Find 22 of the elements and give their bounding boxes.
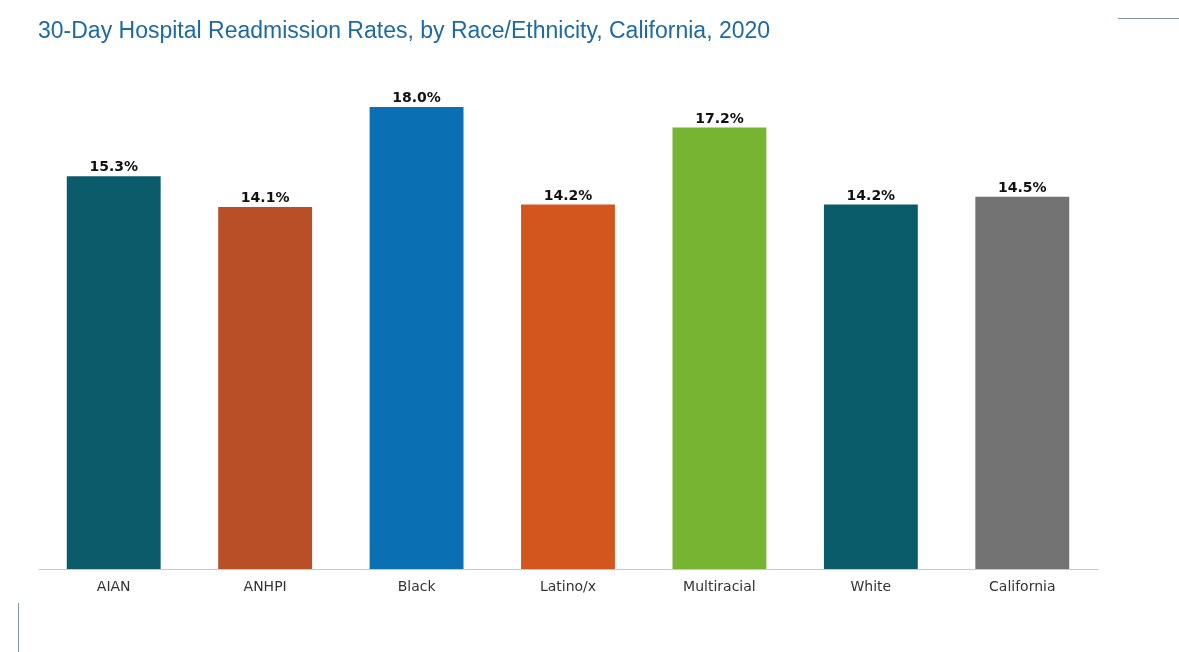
data-label: 18.0% <box>392 89 441 105</box>
data-label: 15.3% <box>89 158 138 175</box>
x-tick-label: AIAN <box>96 577 131 594</box>
bar <box>823 204 918 569</box>
bar <box>369 107 464 569</box>
data-label: 14.2% <box>543 186 593 203</box>
x-tick-label: Multiracial <box>683 577 756 594</box>
chart-title: 30-Day Hospital Readmission Rates, by Race/Ethnicity, California, 2020 <box>38 17 771 43</box>
data-label: 14.1% <box>240 189 290 206</box>
x-tick-label: Latino/x <box>539 577 597 594</box>
data-label: 14.5% <box>998 178 1047 195</box>
data-label: 17.2% <box>695 109 744 126</box>
bar <box>521 204 615 569</box>
bar <box>66 176 161 569</box>
x-tick-label: ANHPI <box>243 577 287 594</box>
bar <box>218 207 313 569</box>
bar <box>672 127 767 569</box>
x-tick-label: California <box>989 577 1056 594</box>
x-tick-label: Black <box>397 577 437 594</box>
bar <box>975 196 1070 569</box>
x-tick-label: White <box>850 577 892 594</box>
data-label: 14.2% <box>846 186 896 203</box>
